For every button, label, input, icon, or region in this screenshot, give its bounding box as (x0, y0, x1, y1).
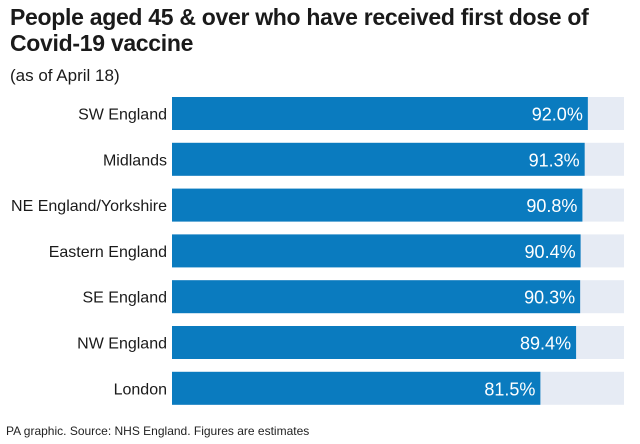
category-label: London (114, 381, 167, 398)
category-label: NE England/Yorkshire (11, 198, 167, 215)
category-label: SW England (78, 107, 167, 124)
category-label: SE England (82, 290, 167, 307)
bar (172, 234, 581, 268)
data-label: 81.5% (484, 379, 535, 399)
bar (172, 371, 541, 405)
bar (172, 142, 585, 176)
category-label: Midlands (103, 152, 167, 169)
chart-subtitle: (as of April 18) (10, 66, 120, 85)
data-label: 90.8% (526, 196, 577, 216)
bar (172, 326, 577, 359)
category-label: Eastern England (49, 244, 167, 261)
bar (172, 280, 581, 314)
chart-title: People aged 45 & over who have received … (10, 4, 589, 56)
bar (172, 97, 588, 130)
data-label: 90.4% (525, 242, 576, 262)
data-label: 89.4% (520, 334, 571, 354)
category-label: NW England (77, 336, 167, 353)
source-footer: PA graphic. Source: NHS England. Figures… (6, 424, 310, 438)
data-label: 91.3% (529, 150, 580, 170)
data-label: 90.3% (524, 288, 575, 308)
bar (172, 188, 583, 222)
data-label: 92.0% (532, 105, 583, 125)
